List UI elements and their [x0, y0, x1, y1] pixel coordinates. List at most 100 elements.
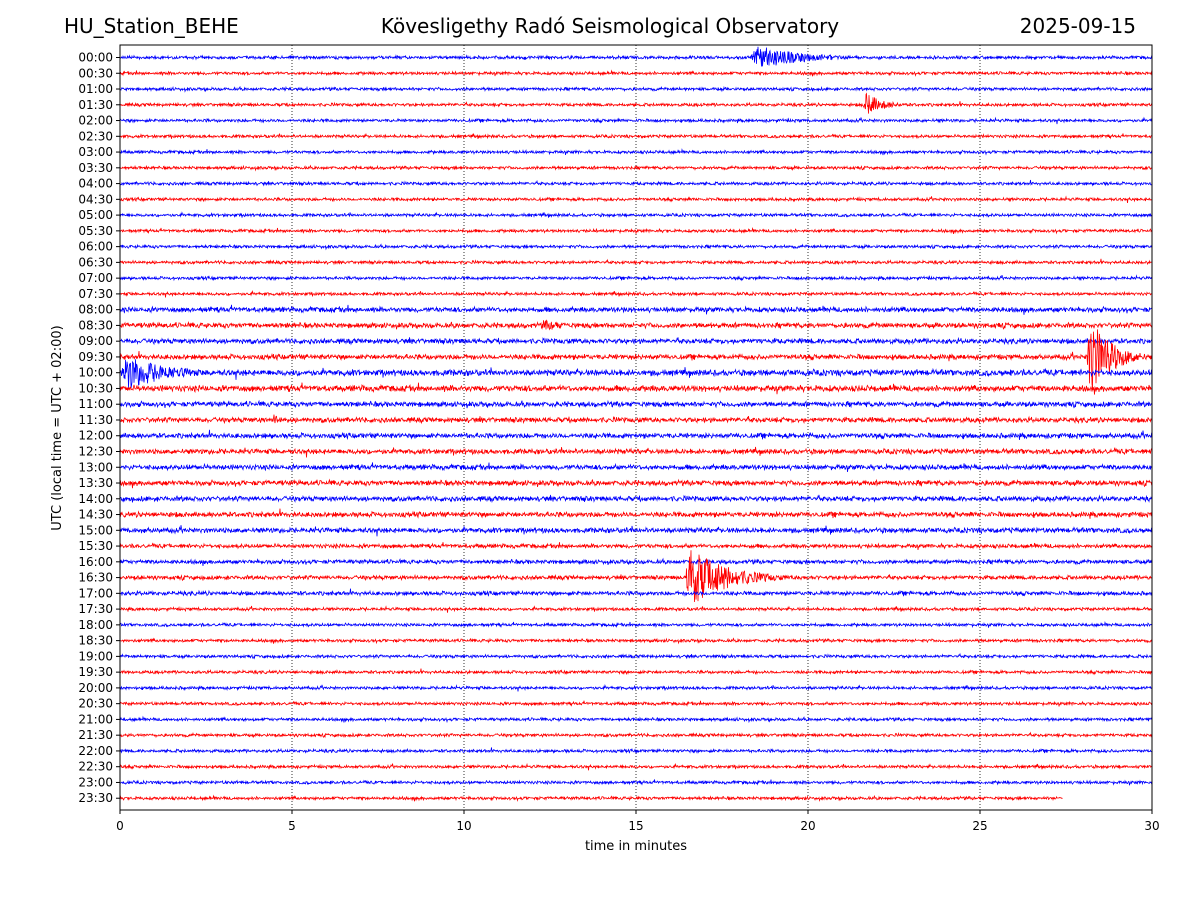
trace-1030	[120, 382, 1152, 395]
trace-0230	[120, 132, 1152, 140]
y-tick-label: 18:00	[78, 618, 113, 632]
y-tick-label: 14:00	[78, 492, 113, 506]
x-axis-label: time in minutes	[585, 839, 687, 854]
trace-0030	[120, 69, 1152, 77]
x-tick-label: 15	[628, 819, 643, 833]
x-tick-label: 25	[972, 819, 987, 833]
trace-0330	[120, 164, 1152, 172]
y-tick-label: 09:30	[78, 350, 113, 364]
trace-1630	[120, 550, 1152, 603]
trace-0000	[120, 46, 1152, 67]
trace-2100	[120, 715, 1152, 724]
y-tick-label: 16:30	[78, 571, 113, 585]
y-tick-label: 02:00	[78, 114, 113, 128]
trace-1330	[120, 478, 1152, 489]
x-tick-label: 10	[456, 819, 471, 833]
y-tick-label: 10:00	[78, 366, 113, 380]
y-tick-label: 02:30	[78, 129, 113, 143]
trace-1500	[120, 525, 1152, 537]
chart-date: 2025-09-15	[1019, 14, 1136, 38]
trace-2030	[120, 700, 1152, 707]
seismogram-traces	[120, 46, 1152, 802]
trace-1430	[120, 508, 1152, 519]
trace-1700	[120, 588, 1152, 597]
y-tick-label: 05:30	[78, 224, 113, 238]
trace-2130	[120, 731, 1152, 739]
trace-2300	[120, 779, 1152, 786]
trace-0930	[120, 329, 1152, 388]
trace-1130	[120, 414, 1152, 425]
trace-0530	[120, 226, 1152, 235]
trace-1730	[120, 605, 1152, 613]
trace-1930	[120, 668, 1152, 676]
y-tick-label: 05:00	[78, 208, 113, 222]
trace-0130	[120, 92, 1152, 114]
grid-lines	[291, 45, 981, 810]
trace-2200	[120, 747, 1152, 755]
y-tick-label: 17:00	[78, 586, 113, 600]
trace-0400	[120, 179, 1152, 187]
x-tick-label: 5	[288, 819, 296, 833]
chart-title: Kövesligethy Radó Seismological Observat…	[380, 14, 840, 38]
y-tick-label: 21:00	[78, 712, 113, 726]
y-tick-label: 04:30	[78, 192, 113, 206]
x-tick-label: 20	[800, 819, 815, 833]
trace-0900	[120, 336, 1152, 346]
y-tick-label: 00:30	[78, 66, 113, 80]
trace-0200	[120, 116, 1152, 125]
trace-1000	[120, 359, 1152, 389]
y-tick-label: 23:00	[78, 775, 113, 789]
trace-1100	[120, 399, 1152, 409]
trace-0500	[120, 211, 1152, 219]
y-tick-label: 01:30	[78, 98, 113, 112]
y-tick-label: 11:00	[78, 397, 113, 411]
y-tick-label: 19:30	[78, 665, 113, 679]
y-tick-label: 21:30	[78, 728, 113, 742]
trace-0600	[120, 243, 1152, 251]
trace-1230	[120, 446, 1152, 458]
trace-1830	[120, 637, 1152, 645]
station-name: HU_Station_BEHE	[64, 14, 239, 38]
y-tick-label: 20:00	[78, 681, 113, 695]
y-tick-label: 22:00	[78, 744, 113, 758]
trace-0630	[120, 258, 1152, 266]
y-tick-label: 08:30	[78, 318, 113, 332]
y-tick-label: 07:30	[78, 287, 113, 301]
trace-1200	[120, 429, 1152, 441]
trace-0730	[120, 290, 1152, 298]
trace-1900	[120, 652, 1152, 660]
trace-0700	[120, 274, 1152, 282]
y-tick-label: 04:00	[78, 177, 113, 191]
x-tick-label: 0	[116, 819, 124, 833]
y-tick-label: 22:30	[78, 760, 113, 774]
y-tick-label: 15:30	[78, 539, 113, 553]
y-tick-label: 13:00	[78, 460, 113, 474]
x-tick-label: 30	[1144, 819, 1159, 833]
y-tick-label: 09:00	[78, 334, 113, 348]
trace-1400	[120, 494, 1152, 504]
trace-1530	[120, 542, 1152, 550]
y-tick-label: 07:00	[78, 271, 113, 285]
y-tick-label: 01:00	[78, 82, 113, 96]
trace-0430	[120, 195, 1152, 203]
y-tick-label: 15:00	[78, 523, 113, 537]
trace-0830	[120, 319, 1152, 331]
trace-1300	[120, 462, 1152, 473]
y-tick-label: 06:30	[78, 255, 113, 269]
trace-0100	[120, 85, 1152, 93]
y-tick-label: 10:30	[78, 381, 113, 395]
y-tick-label: 23:30	[78, 791, 113, 805]
y-tick-label: 03:00	[78, 145, 113, 159]
trace-2330	[120, 794, 1063, 802]
trace-1600	[120, 557, 1152, 566]
y-tick-label: 03:30	[78, 161, 113, 175]
y-axis-label: UTC (local time = UTC + 02:00)	[50, 325, 65, 530]
trace-2000	[120, 684, 1152, 692]
x-axis-ticks: 0 5 10 15 20 25 30	[116, 810, 1160, 833]
y-tick-label: 12:30	[78, 445, 113, 459]
y-tick-label: 20:30	[78, 697, 113, 711]
y-tick-label: 16:00	[78, 555, 113, 569]
y-tick-label: 11:30	[78, 413, 113, 427]
